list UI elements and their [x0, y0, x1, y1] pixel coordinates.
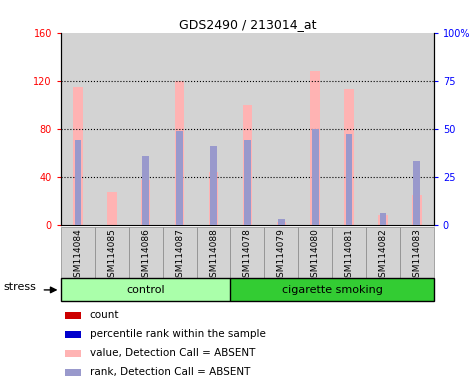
Bar	[163, 33, 197, 225]
Text: GSM114087: GSM114087	[175, 228, 184, 283]
Text: cigarette smoking: cigarette smoking	[282, 285, 383, 295]
Text: GSM114083: GSM114083	[412, 228, 421, 283]
Bar	[73, 87, 83, 225]
Bar	[379, 213, 386, 225]
Bar	[230, 227, 265, 278]
Text: stress: stress	[3, 282, 36, 292]
Bar	[400, 227, 434, 278]
Bar	[378, 215, 388, 225]
Bar	[344, 89, 354, 225]
Bar	[332, 33, 366, 225]
Bar	[65, 312, 82, 319]
Text: GSM114086: GSM114086	[141, 228, 150, 283]
Text: GSM114080: GSM114080	[310, 228, 320, 283]
Bar	[61, 33, 95, 225]
Bar	[312, 129, 318, 225]
Bar	[298, 227, 332, 278]
Text: percentile rank within the sample: percentile rank within the sample	[90, 329, 265, 339]
Bar	[310, 71, 320, 225]
Bar	[209, 172, 218, 225]
Bar	[230, 278, 434, 301]
Bar	[95, 227, 129, 278]
Text: value, Detection Call = ABSENT: value, Detection Call = ABSENT	[90, 348, 255, 358]
Text: control: control	[127, 285, 165, 295]
Bar	[230, 33, 265, 225]
Bar	[414, 161, 420, 225]
Title: GDS2490 / 213014_at: GDS2490 / 213014_at	[179, 18, 316, 31]
Bar	[242, 105, 252, 225]
Text: GSM114088: GSM114088	[209, 228, 218, 283]
Bar	[129, 227, 163, 278]
Bar	[298, 33, 332, 225]
Bar	[278, 219, 285, 225]
Bar	[142, 156, 149, 225]
Bar	[65, 350, 82, 357]
Bar	[65, 369, 82, 376]
Bar	[107, 192, 117, 225]
Bar	[61, 278, 230, 301]
Bar	[346, 134, 353, 225]
Text: GSM114085: GSM114085	[107, 228, 116, 283]
Bar	[277, 222, 286, 225]
Bar	[265, 227, 298, 278]
Bar	[332, 227, 366, 278]
Bar	[175, 81, 184, 225]
Text: GSM114082: GSM114082	[378, 228, 387, 283]
Bar	[366, 33, 400, 225]
Text: count: count	[90, 311, 119, 321]
Bar	[197, 227, 230, 278]
Bar	[163, 227, 197, 278]
Bar	[197, 33, 230, 225]
Bar	[141, 180, 151, 225]
Bar	[210, 146, 217, 225]
Text: GSM114081: GSM114081	[345, 228, 354, 283]
Bar	[265, 33, 298, 225]
Text: rank, Detection Call = ABSENT: rank, Detection Call = ABSENT	[90, 367, 250, 377]
Bar	[129, 33, 163, 225]
Bar	[244, 140, 251, 225]
Bar	[412, 195, 422, 225]
Bar	[75, 140, 81, 225]
Bar	[65, 331, 82, 338]
Text: GSM114084: GSM114084	[74, 228, 83, 283]
Text: GSM114079: GSM114079	[277, 228, 286, 283]
Bar	[61, 227, 95, 278]
Bar	[366, 227, 400, 278]
Bar	[176, 131, 183, 225]
Bar	[400, 33, 434, 225]
Text: GSM114078: GSM114078	[243, 228, 252, 283]
Bar	[95, 33, 129, 225]
